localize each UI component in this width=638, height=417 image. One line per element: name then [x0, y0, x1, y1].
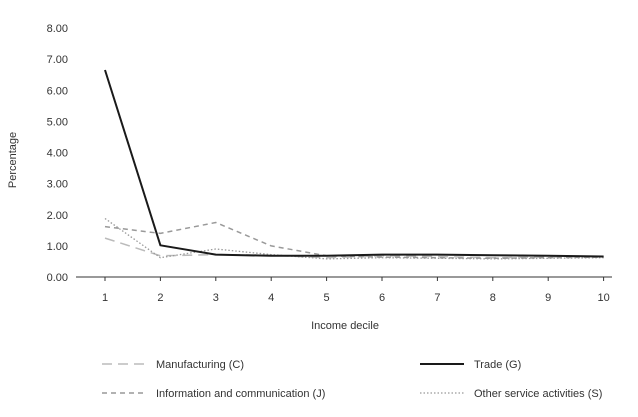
- x-tick-label: 4: [268, 292, 274, 304]
- legend-label: Information and communication (J): [156, 388, 325, 400]
- x-tick-label: 6: [379, 292, 385, 304]
- y-tick-label: 2.00: [47, 210, 68, 222]
- x-tick-label: 10: [597, 292, 609, 304]
- x-tick-label: 5: [324, 292, 330, 304]
- legend: Manufacturing (C) Trade (G) Information an…: [102, 359, 602, 400]
- y-tick-label: 3.00: [47, 179, 68, 191]
- x-axis-ticks: 1 2 3 4 5 6 7 8 9 10: [102, 277, 610, 304]
- series-line-information-and-communication-j: [104, 221, 604, 260]
- y-axis-ticks: 0.00 1.00 2.00 3.00 4.00 5.00 6.00 7.00 8.00: [47, 23, 68, 284]
- legend-item: Other service activities (S): [420, 388, 602, 400]
- x-tick-label: 1: [102, 292, 108, 304]
- x-tick-label: 8: [490, 292, 496, 304]
- legend-item: Information and communication (J): [102, 388, 325, 400]
- series-line-trade-g: [104, 69, 604, 258]
- y-tick-label: 8.00: [47, 23, 68, 35]
- legend-label: Trade (G): [474, 359, 521, 371]
- x-tick-label: 3: [213, 292, 219, 304]
- series-line-manufacturing-c: [104, 237, 604, 259]
- y-tick-label: 0.00: [47, 272, 68, 284]
- y-tick-label: 4.00: [47, 148, 68, 160]
- y-tick-label: 6.00: [47, 85, 68, 97]
- legend-item: Trade (G): [420, 359, 521, 371]
- series-lines: [104, 69, 604, 260]
- x-tick-label: 9: [545, 292, 551, 304]
- x-axis-title: Income decile: [311, 320, 379, 332]
- x-tick-label: 7: [434, 292, 440, 304]
- y-tick-label: 5.00: [47, 116, 68, 128]
- y-tick-label: 7.00: [47, 54, 68, 66]
- x-tick-label: 2: [157, 292, 163, 304]
- series-line-other-service-activities-s: [104, 217, 604, 260]
- y-axis-title: Percentage: [7, 132, 19, 188]
- y-tick-label: 1.00: [47, 241, 68, 253]
- legend-label: Other service activities (S): [474, 388, 602, 400]
- legend-label: Manufacturing (C): [156, 359, 244, 371]
- legend-item: Manufacturing (C): [102, 359, 244, 371]
